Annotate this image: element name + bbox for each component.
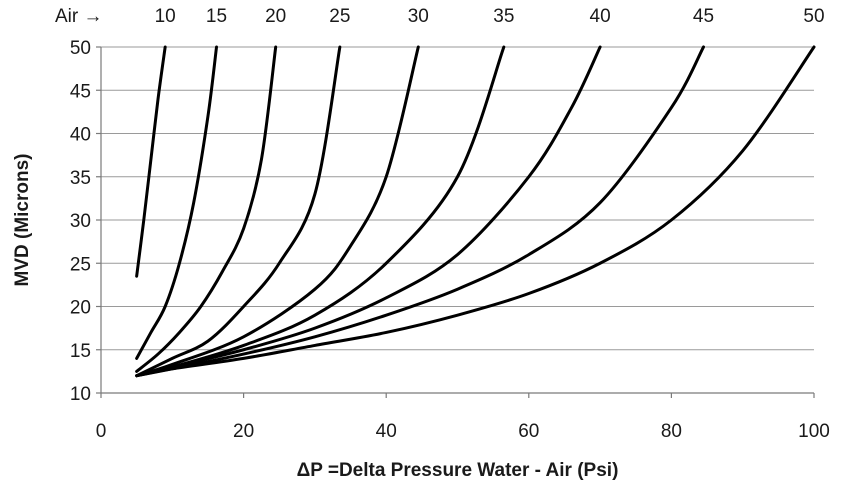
y-tick-label: 50 <box>70 38 91 59</box>
x-tick-label: 0 <box>96 421 107 442</box>
x-tick-label: 20 <box>233 421 254 442</box>
series-line-air-15 <box>135 45 219 360</box>
series-line-air-40 <box>135 45 602 378</box>
y-tick-label: 15 <box>70 341 91 362</box>
tick-labels: 10 15 20 25 30 35 40 45 50 0 20 40 60 80 100 10 15 20 25 30… <box>70 6 830 442</box>
axes <box>96 46 815 398</box>
x-tick-label: 100 <box>798 421 830 442</box>
series-line-air-45 <box>135 45 705 378</box>
air-series-label-45: 45 <box>693 6 714 27</box>
air-series-label-50: 50 <box>803 6 824 27</box>
grid <box>101 46 814 351</box>
air-series-label-20: 20 <box>265 6 286 27</box>
series-line-air-10 <box>135 45 167 278</box>
air-series-label-35: 35 <box>493 6 514 27</box>
y-tick-label: 10 <box>70 384 91 405</box>
y-tick-label: 35 <box>70 168 91 189</box>
air-series-label-15: 15 <box>206 6 227 27</box>
x-axis-title: ΔP =Delta Pressure Water - Air (Psi) <box>297 460 619 481</box>
y-tick-label: 45 <box>70 81 91 102</box>
series-line-air-50 <box>135 45 816 378</box>
y-axis-title: MVD (Microns) <box>12 154 33 287</box>
air-header-label: Air → <box>55 6 103 27</box>
air-series-label-25: 25 <box>329 6 350 27</box>
air-series-label-40: 40 <box>590 6 611 27</box>
x-tick-label: 80 <box>661 421 682 442</box>
series-line-air-20 <box>135 45 278 373</box>
air-series-label-10: 10 <box>155 6 176 27</box>
y-tick-label: 40 <box>70 125 91 146</box>
air-series-label-30: 30 <box>408 6 429 27</box>
series-line-air-30 <box>135 45 420 378</box>
series-lines <box>135 45 816 378</box>
y-tick-label: 30 <box>70 211 91 232</box>
x-tick-label: 60 <box>518 421 539 442</box>
x-tick-label: 40 <box>376 421 397 442</box>
y-tick-label: 25 <box>70 254 91 275</box>
y-tick-label: 20 <box>70 298 91 319</box>
series-line-air-25 <box>135 45 342 378</box>
